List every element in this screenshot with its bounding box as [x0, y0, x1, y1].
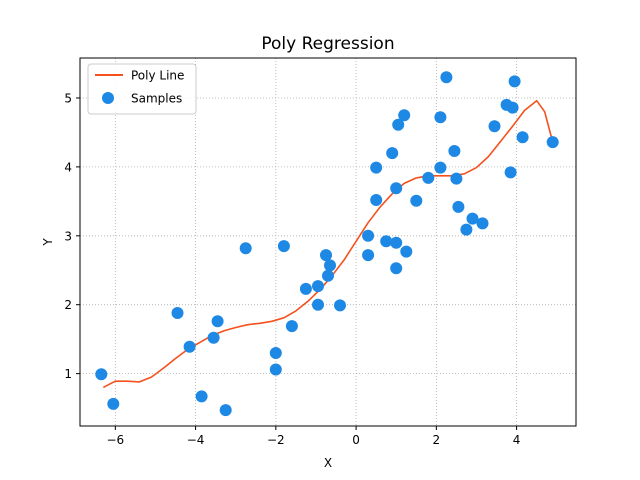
- sample-point: [448, 145, 461, 157]
- sample-point: [362, 249, 375, 262]
- sample-point: [183, 340, 196, 353]
- sample-point: [107, 397, 120, 410]
- sample-point: [386, 147, 399, 160]
- sample-point: [312, 298, 324, 311]
- sample-point: [476, 217, 489, 230]
- sample-point: [334, 299, 346, 312]
- sample-point: [370, 194, 383, 206]
- x-tick-label: −4: [187, 433, 205, 447]
- x-axis-label: X: [324, 456, 332, 470]
- sample-point: [508, 75, 521, 88]
- sample-point: [211, 315, 224, 328]
- sample-point: [171, 307, 184, 319]
- sample-point: [546, 136, 559, 149]
- x-tick-label: 0: [352, 433, 360, 447]
- sample-point: [434, 161, 447, 174]
- sample-point: [452, 200, 465, 213]
- sample-point: [207, 331, 220, 344]
- sample-point: [239, 242, 252, 255]
- sample-point: [390, 262, 403, 275]
- legend-samples-label: Samples: [131, 92, 182, 106]
- y-tick-label: 3: [64, 229, 72, 243]
- sample-point: [277, 240, 290, 253]
- sample-point: [392, 118, 405, 131]
- sample-point: [322, 269, 334, 282]
- sample-point: [370, 161, 383, 174]
- sample-point: [390, 236, 403, 249]
- sample-point: [269, 347, 282, 359]
- legend-box: [87, 63, 197, 115]
- sample-point: [390, 182, 403, 195]
- sample-point: [434, 111, 447, 124]
- sample-point: [440, 71, 453, 84]
- sample-point: [285, 320, 298, 333]
- sample-point: [504, 166, 517, 179]
- sample-point: [324, 259, 336, 272]
- x-tick-label: 2: [433, 433, 441, 447]
- sample-point: [195, 390, 208, 403]
- axis-ticks: −6 −4 −2 0 2 4 1 2 3 4 5: [64, 91, 520, 447]
- x-tick-label: −2: [267, 433, 285, 447]
- sample-point: [466, 212, 479, 225]
- sample-point: [362, 229, 375, 242]
- chart-title: Poly Regression: [261, 34, 394, 54]
- sample-point: [450, 172, 463, 185]
- sample-point: [422, 171, 435, 184]
- sample-point: [269, 363, 282, 376]
- sample-point: [506, 101, 519, 114]
- legend: Poly Line Samples: [87, 63, 197, 115]
- sample-point: [488, 120, 501, 133]
- sample-point: [95, 368, 108, 381]
- plot-frame: [79, 57, 577, 427]
- sample-point: [219, 404, 232, 417]
- sample-point: [398, 109, 411, 122]
- sample-point: [312, 280, 324, 293]
- sample-point: [460, 223, 473, 236]
- y-tick-label: 4: [64, 160, 72, 174]
- x-tick-label: 4: [513, 433, 521, 447]
- legend-samples-swatch: [102, 92, 114, 104]
- y-tick-label: 2: [64, 298, 72, 312]
- y-tick-label: 5: [64, 91, 72, 105]
- sample-point: [516, 131, 529, 144]
- series-layer: [95, 71, 559, 417]
- sample-point: [410, 194, 423, 207]
- sample-point: [320, 249, 332, 262]
- sample-point: [400, 245, 413, 258]
- sample-point: [380, 235, 393, 248]
- x-tick-label: −6: [106, 433, 124, 447]
- legend-poly-line-label: Poly Line: [131, 69, 184, 83]
- sample-point: [299, 282, 312, 295]
- y-axis-label: Y: [41, 238, 55, 247]
- y-tick-label: 1: [64, 367, 72, 381]
